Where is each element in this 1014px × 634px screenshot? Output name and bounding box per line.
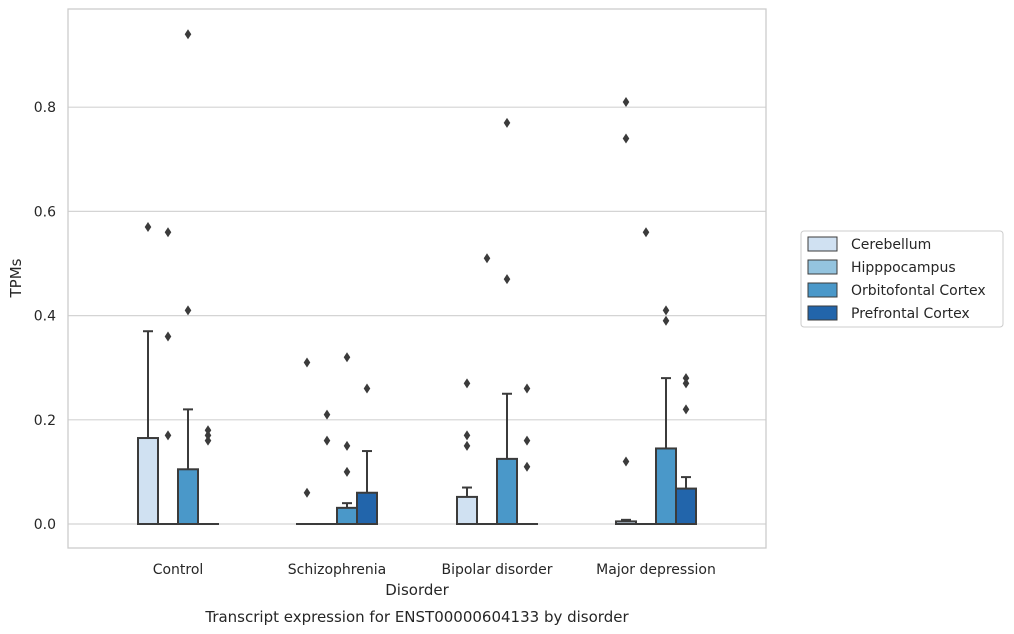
x-axis-ticks: Control Schizophrenia Bipolar disorder Majo… [153,562,716,578]
outlier-point [164,331,172,342]
box-group [476,253,498,526]
legend: Cerebellum Hipppocampus Orbitofontal Corte… [800,230,1004,328]
box [137,437,159,525]
box-group [456,378,478,525]
outlier-point [463,378,471,389]
legend-item: Prefrontal Cortex [807,305,970,322]
box-plot-marks [137,29,697,526]
outlier-point [343,352,351,363]
y-tick-label: 0.8 [34,100,56,116]
box-group [157,227,179,526]
y-tick-label: 0.4 [34,309,56,325]
outlier-point [503,274,511,285]
outlier-point [463,440,471,451]
legend-label: Orbitofontal Cortex [851,283,986,299]
outlier-point [662,305,670,316]
box-group [635,227,657,526]
box [655,447,677,525]
outlier-point [463,430,471,441]
outlier-point [204,425,212,436]
outlier-point [682,378,690,389]
x-tick-label: Bipolar disorder [441,562,552,578]
box [456,495,478,525]
outlier-point [662,315,670,326]
y-axis-title: TPMs [7,258,25,298]
x-tick-label: Control [153,562,204,578]
y-tick-label: 0.0 [34,517,56,533]
y-tick-label: 0.2 [34,413,56,429]
box-group [296,357,318,526]
outlier-point [363,383,371,394]
box [336,506,358,525]
box-group [356,383,378,525]
outlier-point [503,117,511,128]
outlier-point [523,461,531,472]
legend-items: Cerebellum Hipppocampus Orbitofontal Corte… [807,236,986,322]
outlier-point [483,253,491,264]
legend-item: Orbitofontal Cortex [807,282,986,299]
y-axis-ticks: 0.0 0.2 0.4 0.6 0.8 [34,100,56,533]
legend-item: Hipppocampus [807,259,956,276]
box-group [496,117,518,525]
outlier-point [523,435,531,446]
outlier-point [184,29,192,40]
box-group [316,409,338,526]
box-group [516,383,538,526]
outlier-point [204,435,212,446]
box [496,457,518,525]
outlier-point [343,440,351,451]
box-group [137,222,159,525]
box-group [675,373,697,525]
y-tick-label: 0.6 [34,204,56,220]
legend-label: Cerebellum [851,237,931,253]
box-group [197,425,219,526]
box-group [655,305,677,525]
outlier-point [622,133,630,144]
box-group [177,29,199,526]
plot-area-frame [67,8,767,549]
outlier-point [204,430,212,441]
outlier-point [144,222,152,233]
outlier-point [323,435,331,446]
legend-frame [800,230,1004,328]
outlier-point [343,466,351,477]
legend-swatch [807,259,838,275]
box-group [336,352,358,525]
outlier-point [682,373,690,384]
box [675,487,697,525]
outlier-point [622,456,630,467]
outlier-point [323,409,331,420]
outlier-point [682,404,690,415]
outlier-point [164,430,172,441]
chart-caption: Transcript expression for ENST0000060413… [204,608,629,626]
outlier-point [184,305,192,316]
legend-label: Prefrontal Cortex [851,306,970,322]
outlier-point [642,227,650,238]
outlier-point [523,383,531,394]
legend-item: Cerebellum [807,236,931,253]
outlier-point [303,487,311,498]
box-group [615,96,637,526]
outlier-point [622,96,630,107]
outlier-point [164,227,172,238]
outlier-point [303,357,311,368]
legend-swatch [807,236,838,252]
x-axis-title: Disorder [385,581,449,599]
legend-swatch [807,282,838,298]
x-tick-label: Major depression [596,562,716,578]
x-tick-label: Schizophrenia [288,562,386,578]
legend-swatch [807,305,838,321]
legend-label: Hipppocampus [851,260,956,276]
box [356,491,378,525]
box [177,468,199,526]
